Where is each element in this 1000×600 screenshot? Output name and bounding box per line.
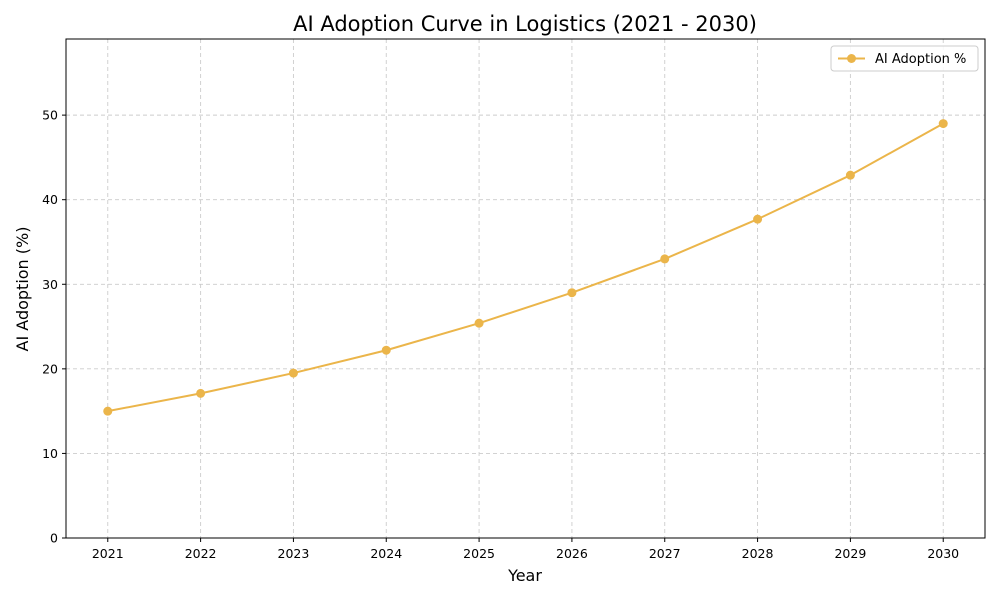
x-axis-label: Year (507, 566, 542, 585)
data-point (288, 368, 298, 378)
y-tick-label: 20 (42, 361, 58, 376)
data-point (196, 388, 206, 398)
x-tick-label: 2022 (185, 546, 217, 561)
x-tick-label: 2030 (927, 546, 959, 561)
y-axis-label: AI Adoption (%) (13, 227, 32, 352)
data-point (381, 345, 391, 355)
data-point (103, 406, 113, 416)
legend-entry-ai-adoption: AI Adoption % (875, 52, 966, 67)
y-tick-label: 10 (42, 446, 58, 461)
y-tick-label: 50 (42, 108, 58, 123)
legend: AI Adoption % (830, 45, 979, 72)
y-tick-label: 30 (42, 277, 58, 292)
x-tick-label: 2023 (278, 546, 310, 561)
data-point (938, 119, 948, 129)
plot-frame (65, 38, 986, 539)
x-tick-label: 2021 (92, 546, 124, 561)
chart-title: AI Adoption Curve in Logistics (2021 - 2… (293, 12, 757, 36)
y-tick-label: 0 (50, 531, 58, 546)
x-tick-label: 2028 (742, 546, 774, 561)
legend-marker (847, 54, 856, 63)
y-tick-label: 40 (42, 192, 58, 207)
x-tick-label: 2027 (649, 546, 681, 561)
x-tick-label: 2024 (370, 546, 402, 561)
legend-box (830, 45, 979, 72)
data-point (660, 254, 670, 264)
x-axis-ticks: 2021 2022 2023 2024 2025 2026 2027 2028 2029 2030 (92, 538, 959, 561)
x-tick-label: 2026 (556, 546, 588, 561)
series-line (107, 122, 944, 413)
data-point (753, 214, 763, 224)
x-tick-label: 2025 (463, 546, 495, 561)
grid (66, 39, 985, 539)
data-point (474, 318, 484, 328)
data-point (845, 170, 855, 180)
x-tick-label: 2029 (834, 546, 866, 561)
y-axis-ticks: 0 10 20 30 40 50 (42, 108, 66, 546)
data-point (567, 288, 577, 298)
series-layer (103, 119, 948, 416)
